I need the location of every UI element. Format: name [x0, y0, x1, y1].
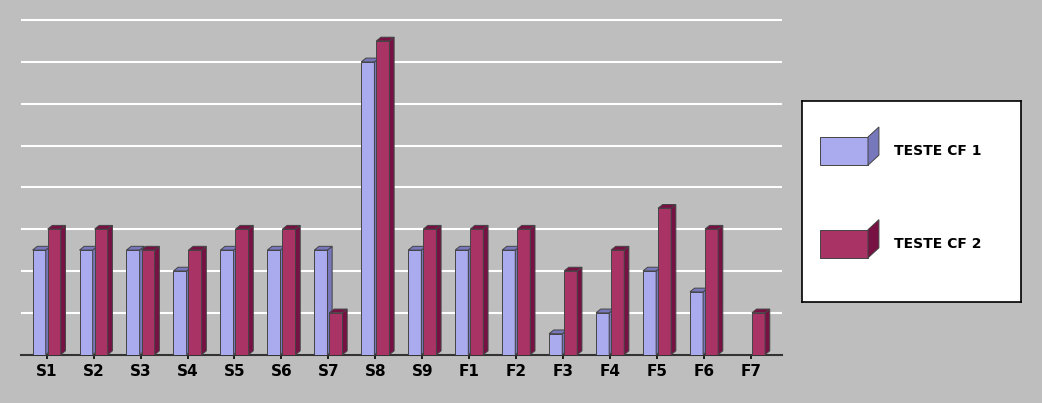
- Text: TESTE CF 1: TESTE CF 1: [894, 144, 982, 158]
- Polygon shape: [658, 208, 671, 355]
- Polygon shape: [374, 58, 379, 355]
- Polygon shape: [421, 246, 426, 355]
- Polygon shape: [376, 37, 394, 41]
- Polygon shape: [126, 250, 140, 355]
- Polygon shape: [187, 267, 192, 355]
- Polygon shape: [233, 246, 239, 355]
- Polygon shape: [437, 225, 441, 355]
- Polygon shape: [60, 225, 66, 355]
- Polygon shape: [502, 250, 515, 355]
- Polygon shape: [596, 313, 610, 355]
- Polygon shape: [564, 271, 577, 355]
- Polygon shape: [703, 288, 708, 355]
- Polygon shape: [79, 250, 93, 355]
- Polygon shape: [624, 246, 629, 355]
- Polygon shape: [596, 309, 614, 313]
- Polygon shape: [268, 246, 286, 250]
- Polygon shape: [48, 229, 60, 355]
- Polygon shape: [752, 309, 770, 313]
- Polygon shape: [690, 292, 703, 355]
- Polygon shape: [718, 225, 723, 355]
- Polygon shape: [868, 127, 879, 165]
- Polygon shape: [390, 37, 394, 355]
- Polygon shape: [408, 246, 426, 250]
- Polygon shape: [221, 246, 239, 250]
- Polygon shape: [765, 309, 770, 355]
- Polygon shape: [329, 313, 343, 355]
- Polygon shape: [173, 271, 187, 355]
- Polygon shape: [470, 229, 483, 355]
- Polygon shape: [517, 225, 535, 229]
- Polygon shape: [423, 229, 437, 355]
- Polygon shape: [93, 246, 97, 355]
- Polygon shape: [32, 250, 46, 355]
- Polygon shape: [189, 246, 206, 250]
- Polygon shape: [315, 246, 332, 250]
- Polygon shape: [327, 246, 332, 355]
- Polygon shape: [221, 250, 233, 355]
- Polygon shape: [515, 246, 520, 355]
- Polygon shape: [455, 250, 468, 355]
- Polygon shape: [643, 267, 661, 271]
- Polygon shape: [32, 246, 50, 250]
- Polygon shape: [408, 250, 421, 355]
- Polygon shape: [107, 225, 113, 355]
- Polygon shape: [154, 246, 159, 355]
- Polygon shape: [46, 246, 50, 355]
- Polygon shape: [610, 309, 614, 355]
- Polygon shape: [142, 246, 159, 250]
- Polygon shape: [235, 225, 253, 229]
- Polygon shape: [95, 225, 113, 229]
- Polygon shape: [563, 330, 567, 355]
- Polygon shape: [820, 230, 868, 258]
- Polygon shape: [868, 220, 879, 258]
- Polygon shape: [140, 246, 145, 355]
- Polygon shape: [235, 229, 249, 355]
- Polygon shape: [752, 313, 765, 355]
- Polygon shape: [705, 225, 723, 229]
- Polygon shape: [201, 246, 206, 355]
- Polygon shape: [79, 246, 97, 250]
- Polygon shape: [173, 267, 192, 271]
- Polygon shape: [95, 229, 107, 355]
- Polygon shape: [611, 246, 629, 250]
- Polygon shape: [564, 267, 581, 271]
- Polygon shape: [315, 250, 327, 355]
- Polygon shape: [268, 250, 280, 355]
- Polygon shape: [249, 225, 253, 355]
- Polygon shape: [282, 225, 300, 229]
- Polygon shape: [296, 225, 300, 355]
- Polygon shape: [611, 250, 624, 355]
- Polygon shape: [362, 58, 379, 62]
- Polygon shape: [329, 309, 347, 313]
- Polygon shape: [502, 246, 520, 250]
- Polygon shape: [549, 330, 567, 334]
- Polygon shape: [643, 271, 656, 355]
- Polygon shape: [656, 267, 661, 355]
- Polygon shape: [189, 250, 201, 355]
- Polygon shape: [142, 250, 154, 355]
- Polygon shape: [280, 246, 286, 355]
- Polygon shape: [530, 225, 535, 355]
- Polygon shape: [549, 334, 563, 355]
- Polygon shape: [455, 246, 473, 250]
- Polygon shape: [343, 309, 347, 355]
- Polygon shape: [820, 137, 868, 165]
- Polygon shape: [517, 229, 530, 355]
- Polygon shape: [423, 225, 441, 229]
- Polygon shape: [577, 267, 581, 355]
- Polygon shape: [705, 229, 718, 355]
- Polygon shape: [690, 288, 708, 292]
- Polygon shape: [48, 225, 66, 229]
- Polygon shape: [376, 41, 390, 355]
- Polygon shape: [282, 229, 296, 355]
- Polygon shape: [468, 246, 473, 355]
- Polygon shape: [126, 246, 145, 250]
- Polygon shape: [362, 62, 374, 355]
- Polygon shape: [483, 225, 488, 355]
- Polygon shape: [671, 204, 676, 355]
- Text: TESTE CF 2: TESTE CF 2: [894, 237, 982, 251]
- Polygon shape: [470, 225, 488, 229]
- Polygon shape: [658, 204, 676, 208]
